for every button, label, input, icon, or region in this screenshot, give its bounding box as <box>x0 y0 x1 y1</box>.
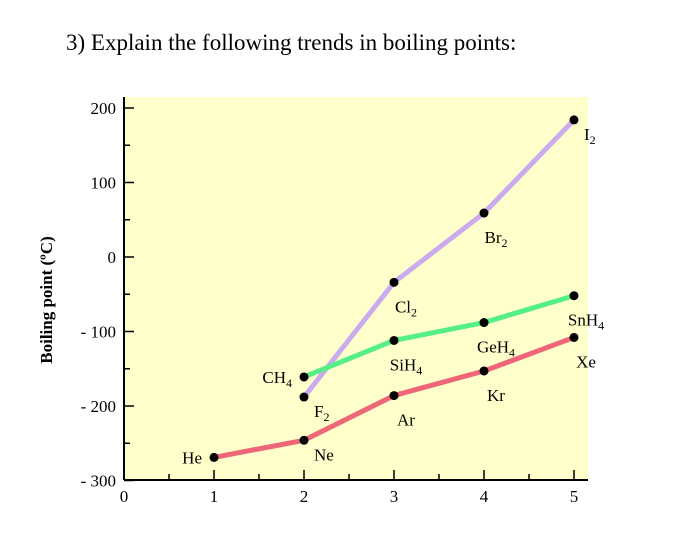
point-label: Ar <box>397 411 415 430</box>
point-label-subscript: 2 <box>323 410 329 424</box>
y-tick-label: 0 <box>108 248 117 267</box>
point-label: Kr <box>487 386 505 405</box>
x-tick-label: 0 <box>120 487 129 506</box>
point-label: Xe <box>576 352 596 371</box>
y-tick-label: - 200 <box>81 397 116 416</box>
data-point <box>389 391 399 401</box>
series-line-1 <box>303 293 575 380</box>
series-line-0 <box>302 118 576 399</box>
data-point <box>479 366 489 376</box>
point-label-subscript: 4 <box>598 319 604 333</box>
data-point <box>299 392 309 402</box>
point-label: CH4 <box>262 368 292 390</box>
x-tick-label: 4 <box>480 487 489 506</box>
point-label: Ne <box>314 445 334 464</box>
x-tick-label: 3 <box>390 487 399 506</box>
point-label: SiH4 <box>390 355 422 377</box>
data-point <box>569 332 579 342</box>
point-label-subscript: 4 <box>509 346 515 360</box>
question-text: 3) Explain the following trends in boili… <box>66 30 517 55</box>
data-point <box>299 435 309 445</box>
y-tick-label: - 300 <box>81 472 116 491</box>
x-tick-label: 1 <box>210 487 219 506</box>
series-layer <box>209 115 579 462</box>
data-point <box>479 208 489 218</box>
data-point <box>299 372 309 382</box>
y-tick-label: 100 <box>91 174 117 193</box>
data-point <box>389 277 399 287</box>
point-label: I2 <box>584 125 596 147</box>
point-label-subscript: 4 <box>416 363 422 377</box>
data-point <box>569 115 579 125</box>
y-tick-label: 200 <box>91 99 117 118</box>
plot-area <box>124 97 588 480</box>
data-point <box>209 452 219 462</box>
y-tick-label: - 100 <box>81 323 116 342</box>
data-point <box>569 291 579 301</box>
x-tick-label: 2 <box>300 487 309 506</box>
y-axis-label: Boiling point (ºC) <box>37 236 56 363</box>
point-label: He <box>182 448 202 467</box>
point-label-subscript: 2 <box>411 305 417 319</box>
point-label: GeH4 <box>477 338 515 360</box>
data-point <box>389 335 399 345</box>
data-point <box>479 318 489 328</box>
point-label-subscript: 2 <box>590 133 596 147</box>
point-label-subscript: 4 <box>286 376 292 390</box>
point-label-subscript: 2 <box>502 236 508 250</box>
point-label: SnH4 <box>568 311 604 333</box>
x-tick-label: 5 <box>570 487 579 506</box>
